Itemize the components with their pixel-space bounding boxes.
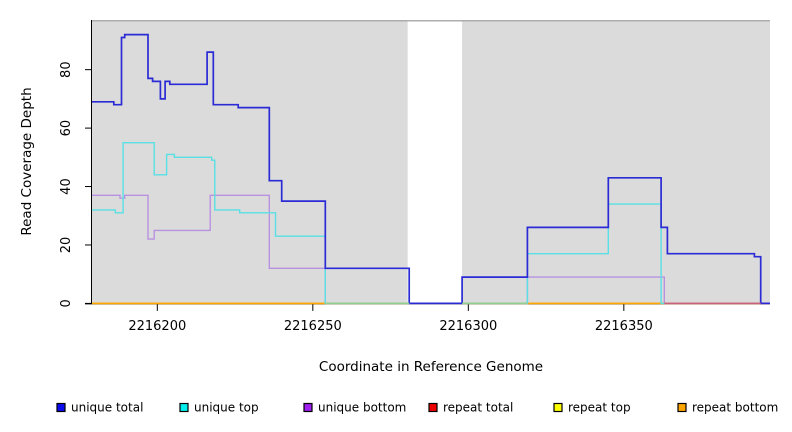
legend-swatch-unique-total — [56, 402, 66, 413]
x-axis-title: Coordinate in Reference Genome — [319, 359, 543, 375]
plot-panel — [92, 20, 770, 304]
x-tick-label: 2216200 — [128, 319, 186, 334]
series-line-unique-top — [92, 142, 665, 305]
legend-label: repeat bottom — [692, 401, 778, 415]
legend-item-repeat-top: repeat top — [553, 401, 631, 415]
series-line-unique-total — [92, 33, 770, 305]
y-tick-label: 80 — [59, 61, 74, 78]
legend-label: repeat top — [568, 401, 631, 415]
legend-item-unique-total: unique total — [56, 401, 143, 415]
legend-label: unique top — [194, 401, 259, 415]
x-tick-label: 2216350 — [595, 319, 653, 334]
y-tick-label: 60 — [59, 120, 74, 137]
y-tick-label: 40 — [59, 178, 74, 195]
legend-swatch-repeat-bottom — [677, 402, 687, 413]
legend-label: unique bottom — [318, 401, 406, 415]
legend: unique total unique top unique bottom repea… — [56, 401, 778, 415]
legend-swatch-unique-top — [179, 402, 189, 413]
y-tick-label: 20 — [59, 237, 74, 254]
series-lines — [92, 33, 770, 305]
legend-item-repeat-total: repeat total — [428, 401, 513, 415]
legend-swatch-repeat-top — [553, 402, 563, 413]
no-data-gap-band — [407, 21, 463, 304]
y-tick-label: 0 — [59, 299, 74, 307]
legend-swatch-unique-bottom — [303, 402, 313, 413]
legend-swatch-repeat-total — [428, 402, 438, 413]
x-tick-label: 2216300 — [439, 319, 497, 334]
legend-item-unique-bottom: unique bottom — [303, 401, 406, 415]
legend-item-repeat-bottom: repeat bottom — [677, 401, 778, 415]
y-axis-title: Read Coverage Depth — [19, 87, 35, 235]
x-tick-label: 2216250 — [284, 319, 342, 334]
legend-label: unique total — [71, 401, 143, 415]
legend-label: repeat total — [443, 401, 513, 415]
legend-item-unique-top: unique top — [179, 401, 259, 415]
